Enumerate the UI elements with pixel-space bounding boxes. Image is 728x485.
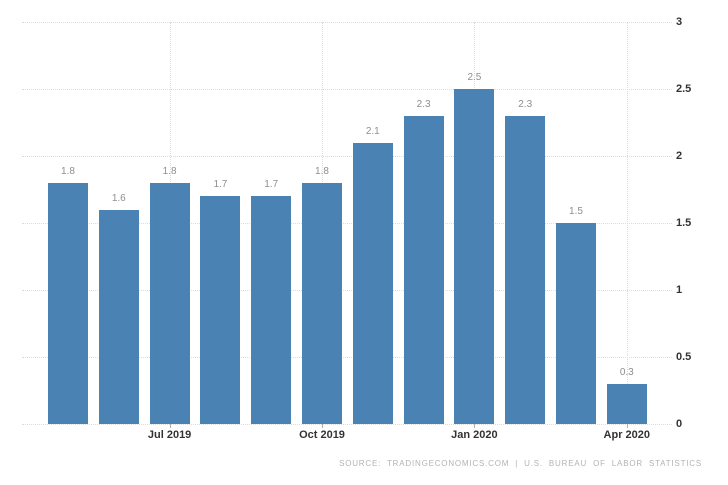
y-axis-label: 2 bbox=[676, 150, 683, 162]
horizontal-gridline bbox=[22, 357, 672, 358]
x-axis-tick bbox=[322, 424, 323, 428]
bar-value-label: 1.7 bbox=[213, 179, 228, 191]
vertical-gridline bbox=[626, 22, 628, 424]
plot-area: 1.8 1.6 1.8 1.7 1.7 1.8 2.1 2.3 2.5 2.3 1.5 0.3 bbox=[22, 22, 672, 425]
bar-aug-2019[interactable] bbox=[200, 196, 241, 424]
y-axis-label: 0 bbox=[676, 418, 683, 430]
bar-apr-2020[interactable] bbox=[606, 383, 647, 424]
source-attribution: SOURCE: TRADINGECONOMICS.COM | U.S. BURE… bbox=[339, 459, 702, 468]
y-axis-label: 0.5 bbox=[676, 351, 692, 363]
bar-value-label: 1.6 bbox=[111, 192, 126, 204]
bar-oct-2019[interactable] bbox=[302, 182, 342, 424]
x-axis-tick bbox=[169, 424, 171, 428]
y-axis-label: 2.5 bbox=[676, 83, 692, 95]
bar-value-label: 2.1 bbox=[365, 125, 380, 137]
x-axis-label: Apr 2020 bbox=[603, 429, 651, 441]
x-axis-label: Oct 2019 bbox=[299, 429, 345, 441]
horizontal-gridline bbox=[22, 22, 672, 23]
horizontal-gridline bbox=[22, 223, 672, 224]
bar-value-label: 1.5 bbox=[569, 206, 583, 217]
bar-jun-2019[interactable] bbox=[98, 209, 139, 424]
y-axis-label: 1.5 bbox=[676, 217, 692, 229]
bar-sep-2019[interactable] bbox=[251, 196, 292, 424]
bar-value-label: 1.8 bbox=[162, 165, 177, 177]
horizontal-gridline bbox=[22, 89, 672, 90]
bar-value-label: 1.8 bbox=[315, 165, 329, 177]
bar-value-label: 2.5 bbox=[467, 72, 482, 83]
bar-nov-2019[interactable] bbox=[352, 142, 393, 424]
bar-value-label: 1.7 bbox=[264, 179, 279, 191]
x-axis-label: Jan 2020 bbox=[451, 429, 498, 441]
bar-may-2019[interactable] bbox=[48, 182, 88, 424]
bar-value-label: 2.3 bbox=[518, 98, 533, 110]
y-axis-label: 1 bbox=[676, 284, 683, 296]
x-axis-tick bbox=[626, 424, 628, 428]
horizontal-gridline bbox=[22, 424, 672, 425]
x-axis-tick bbox=[474, 424, 476, 428]
bar-value-label: 0.3 bbox=[619, 366, 634, 378]
bar-value-label: 2.3 bbox=[416, 98, 431, 110]
bar-mar-2020[interactable] bbox=[556, 223, 596, 424]
bar-dec-2019[interactable] bbox=[403, 115, 444, 424]
bar-feb-2020[interactable] bbox=[505, 115, 546, 424]
bar-value-label: 1.8 bbox=[61, 165, 75, 177]
x-axis-label: Jul 2019 bbox=[147, 429, 192, 441]
horizontal-gridline bbox=[22, 156, 672, 157]
horizontal-gridline bbox=[22, 290, 672, 291]
y-axis-label: 3 bbox=[676, 16, 683, 28]
bar-jul-2019[interactable] bbox=[149, 182, 190, 424]
bar-jan-2020[interactable] bbox=[454, 89, 495, 424]
